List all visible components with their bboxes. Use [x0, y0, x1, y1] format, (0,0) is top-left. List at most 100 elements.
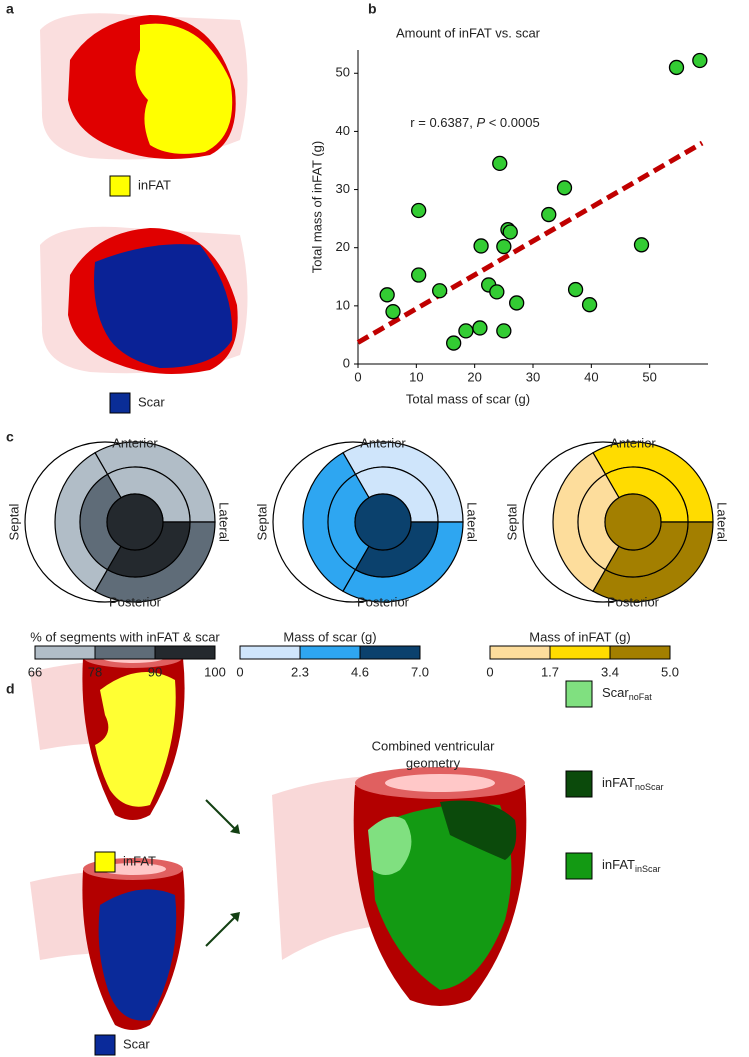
annotation: r = 0.6387, P < 0.0005	[410, 115, 539, 130]
x-tick-label: 10	[409, 369, 423, 384]
y-axis-label: Total mass of inFAT (g)	[309, 141, 324, 273]
x-tick-label: 0	[354, 369, 361, 384]
point	[379, 287, 395, 303]
fit-line	[356, 140, 704, 345]
colorbar-tick-label: 0	[486, 664, 493, 679]
point	[472, 320, 488, 336]
point	[692, 52, 708, 69]
colorbar-tick-label: 3.4	[601, 664, 619, 679]
point	[581, 297, 598, 313]
colorbar-segment	[609, 645, 671, 660]
orientation-label: Anterior	[610, 435, 656, 450]
colorbar-title: % of segments with inFAT & scar	[30, 629, 220, 644]
legend-sub: noScar	[635, 782, 664, 792]
heart-d	[30, 646, 527, 1030]
apex	[354, 493, 412, 551]
orientation-label: Lateral	[465, 502, 480, 542]
orientation-label: Posterior	[109, 594, 162, 609]
input-label: inFAT	[123, 853, 156, 868]
colorbar-tick-label: 100	[204, 664, 226, 679]
x-axis-label: Total mass of scar (g)	[406, 391, 530, 406]
point	[633, 237, 650, 253]
heart-infat	[40, 13, 248, 160]
legend-name: inFAT	[602, 857, 635, 872]
point	[432, 283, 448, 299]
colorbar-segment	[94, 645, 156, 660]
apex	[106, 493, 164, 551]
legend-name: Scar	[602, 685, 629, 700]
panel-label: b	[368, 1, 377, 17]
colorbar-tick-label: 5.0	[661, 664, 679, 679]
y-tick-label: 10	[336, 297, 350, 312]
colorbar-tick-label: 66	[28, 664, 42, 679]
point	[509, 295, 525, 311]
point	[541, 206, 557, 223]
legend-label: inFAT	[138, 177, 171, 192]
point	[496, 238, 512, 255]
colorbar-segment	[239, 645, 301, 660]
colorbar-title: Mass of inFAT (g)	[529, 629, 630, 644]
point	[556, 180, 573, 196]
y-tick-label: 20	[336, 239, 350, 254]
legend-sub: noFat	[629, 692, 653, 702]
orientation-label: Lateral	[715, 502, 730, 542]
annotation-part: r = 0.6387,	[410, 115, 476, 130]
colorbar-tick-label: 4.6	[351, 664, 369, 679]
chart-title: Amount of inFAT vs. scar	[396, 25, 541, 40]
colorbar-tick-label: 1.7	[541, 664, 559, 679]
colorbar-tick-label: 0	[236, 664, 243, 679]
colorbar-segment	[549, 645, 611, 660]
colorbar-segment	[34, 645, 96, 660]
legend-swatch	[94, 1034, 116, 1056]
orientation-label: Lateral	[217, 502, 232, 542]
point	[492, 155, 508, 172]
point	[473, 238, 489, 254]
y-tick-label: 0	[343, 355, 350, 370]
legend-swatch	[109, 392, 131, 414]
apex	[604, 493, 662, 551]
y-tick-label: 30	[336, 181, 350, 196]
colorbar-segment	[359, 645, 421, 660]
point	[385, 304, 401, 320]
orientation-label: Anterior	[360, 435, 406, 450]
x-tick-label: 20	[467, 369, 481, 384]
legend-swatch	[565, 770, 593, 798]
colorbar-tick-label: 2.3	[291, 664, 309, 679]
colorbar-tick-label: 7.0	[411, 664, 429, 679]
legend-swatch	[109, 175, 131, 197]
combined-title: Combined ventricular	[372, 738, 496, 753]
point	[668, 59, 685, 76]
point	[567, 281, 584, 298]
legend-label: ScarnoFat	[602, 685, 652, 702]
x-tick-label: 50	[642, 369, 656, 384]
x-tick-label: 40	[584, 369, 598, 384]
x-tick-label: 30	[526, 369, 540, 384]
colorbar-title: Mass of scar (g)	[283, 629, 376, 644]
colorbar-tick-label: 90	[148, 664, 162, 679]
point	[411, 202, 427, 219]
colorbar-segment	[299, 645, 361, 660]
legend-label: inFATnoScar	[602, 775, 664, 792]
legend-name: inFAT	[602, 775, 635, 790]
point	[458, 323, 474, 339]
annotation-part: P	[476, 115, 485, 130]
colorbar-segment	[154, 645, 216, 660]
annotation-part: < 0.0005	[485, 115, 540, 130]
orientation-label: Posterior	[357, 594, 410, 609]
legend-swatch	[94, 851, 116, 873]
point	[489, 284, 505, 300]
point	[411, 267, 427, 283]
orientation-label: Posterior	[607, 594, 660, 609]
legend-swatch	[565, 680, 593, 708]
heart-scar	[40, 226, 248, 374]
colorbar-tick-label: 78	[88, 664, 102, 679]
y-tick-label: 50	[336, 65, 350, 80]
input-label: Scar	[123, 1036, 150, 1051]
point	[502, 224, 518, 240]
legend-sub: inScar	[635, 864, 661, 874]
y-tick-label: 40	[336, 123, 350, 138]
panel-label: d	[6, 681, 15, 697]
orientation-label: Septal	[254, 503, 269, 540]
colorbar-segment	[489, 645, 551, 660]
panel-label: a	[6, 1, 14, 17]
